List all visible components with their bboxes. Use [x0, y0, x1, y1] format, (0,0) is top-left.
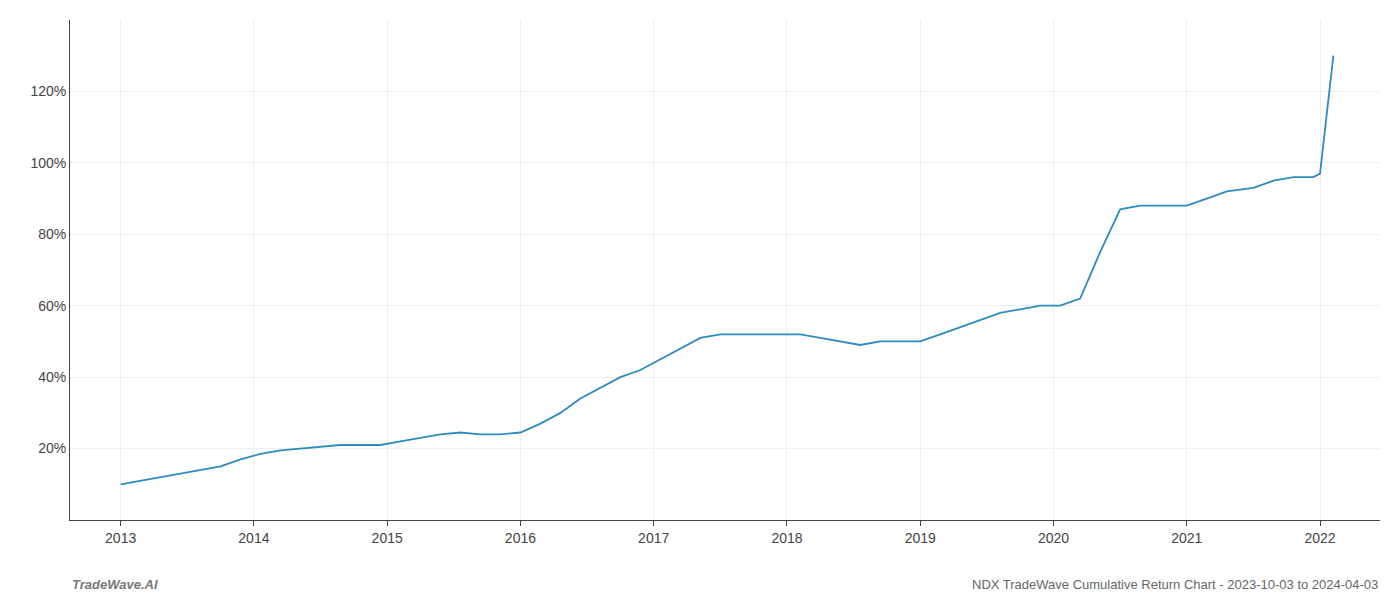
- svg-text:2014: 2014: [238, 530, 269, 546]
- svg-text:2015: 2015: [372, 530, 403, 546]
- svg-text:2016: 2016: [505, 530, 536, 546]
- svg-text:2020: 2020: [1038, 530, 1069, 546]
- svg-text:2018: 2018: [771, 530, 802, 546]
- svg-text:60%: 60%: [38, 298, 66, 314]
- svg-text:20%: 20%: [38, 440, 66, 456]
- svg-text:2022: 2022: [1304, 530, 1335, 546]
- svg-text:2013: 2013: [105, 530, 136, 546]
- svg-text:TradeWave.AI: TradeWave.AI: [72, 577, 158, 592]
- svg-text:120%: 120%: [30, 83, 66, 99]
- svg-text:2021: 2021: [1171, 530, 1202, 546]
- svg-text:40%: 40%: [38, 369, 66, 385]
- svg-text:NDX TradeWave Cumulative Retur: NDX TradeWave Cumulative Return Chart - …: [972, 577, 1378, 592]
- svg-text:2019: 2019: [905, 530, 936, 546]
- svg-text:80%: 80%: [38, 226, 66, 242]
- svg-text:100%: 100%: [30, 155, 66, 171]
- svg-text:2017: 2017: [638, 530, 669, 546]
